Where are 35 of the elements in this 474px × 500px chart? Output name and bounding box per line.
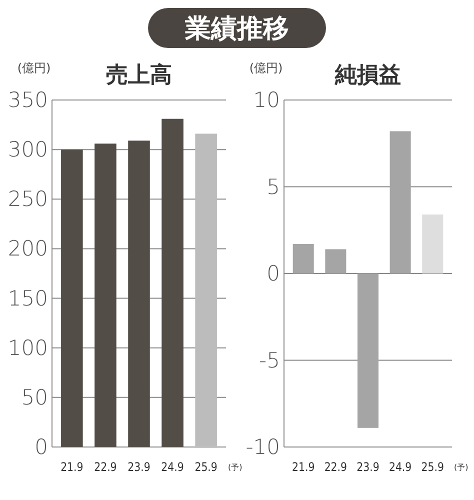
y-axis-title: (億円) (17, 61, 51, 75)
bar (325, 249, 346, 274)
x-tick-label: 23.9 (128, 460, 150, 474)
x-tick-label: 25.9 (421, 460, 444, 474)
y-tick-label: 200 (8, 236, 48, 261)
chart-title: 純損益 (334, 63, 401, 88)
y-tick-label: 250 (8, 187, 48, 212)
x-tick-label: 23.9 (356, 460, 380, 474)
y-tick-label: 150 (8, 286, 48, 310)
y-tick-label: -5 (259, 348, 280, 372)
y-tick-label: 5 (266, 174, 280, 199)
x-tick-label: 21.9 (292, 460, 315, 474)
x-tick-label: 22.9 (324, 460, 348, 474)
bar (357, 274, 379, 428)
text: (予) (228, 463, 242, 472)
x-tick-label: 21.9 (60, 460, 84, 474)
text: 業績推移 (184, 14, 289, 44)
y-tick-label: 300 (8, 138, 48, 162)
text: (予) (454, 463, 468, 472)
y-tick-label: 10 (253, 88, 280, 112)
y-tick-label: 350 (8, 88, 48, 112)
y-axis-title: (億円) (249, 61, 283, 75)
x-tick-label: 24.9 (161, 460, 184, 474)
bar (422, 214, 444, 274)
x-tick-label: 24.9 (388, 460, 412, 474)
chart-title: 売上高 (106, 62, 172, 88)
y-tick-label: 0 (34, 435, 48, 459)
y-tick-label: -10 (246, 435, 280, 459)
bar (292, 244, 314, 274)
x-tick-label: 25.9 (194, 460, 218, 474)
bar (390, 131, 411, 274)
y-tick-label: 100 (8, 336, 48, 360)
x-tick-label: 22.9 (94, 460, 117, 474)
y-tick-label: 0 (266, 262, 280, 286)
y-tick-label: 50 (21, 385, 48, 410)
